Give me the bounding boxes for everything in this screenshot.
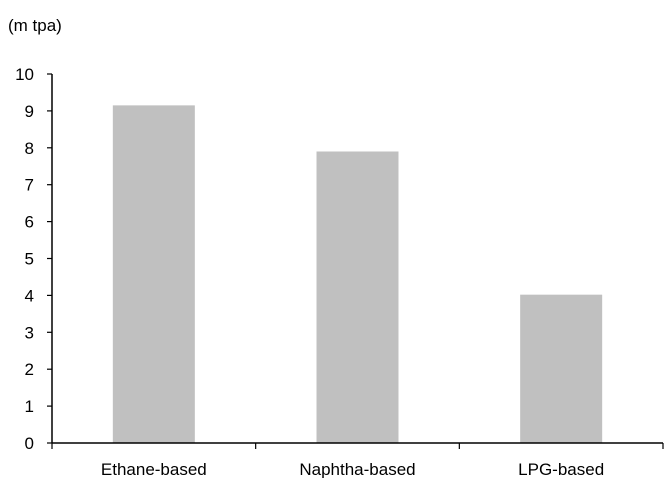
y-tick-label: 1 — [25, 397, 34, 416]
y-tick-label: 8 — [25, 139, 34, 158]
y-axis-unit-label: (m tpa) — [8, 16, 62, 35]
y-tick-label: 5 — [25, 250, 34, 269]
y-tick-label: 9 — [25, 102, 34, 121]
bar-ethane-based — [112, 105, 195, 444]
y-tick-label: 3 — [25, 323, 34, 342]
x-tick-label: Ethane-based — [101, 460, 207, 478]
x-tick-label: Naphtha-based — [299, 460, 415, 478]
y-axis: 0 1 2 3 4 5 6 7 8 9 10 — [15, 65, 53, 453]
y-tick-label: 7 — [25, 176, 34, 195]
y-tick-label: 0 — [25, 434, 34, 453]
bar-naphtha-based — [316, 151, 399, 444]
y-tick-label: 6 — [25, 213, 34, 232]
bars-group — [112, 105, 603, 444]
x-tick-label: LPG-based — [518, 460, 604, 478]
y-tick-label: 4 — [25, 286, 34, 305]
y-tick-label: 10 — [15, 65, 34, 84]
x-axis: Ethane-based Naphtha-based LPG-based — [51, 442, 664, 478]
bar-lpg-based — [520, 294, 603, 443]
y-tick-label: 2 — [25, 360, 34, 379]
